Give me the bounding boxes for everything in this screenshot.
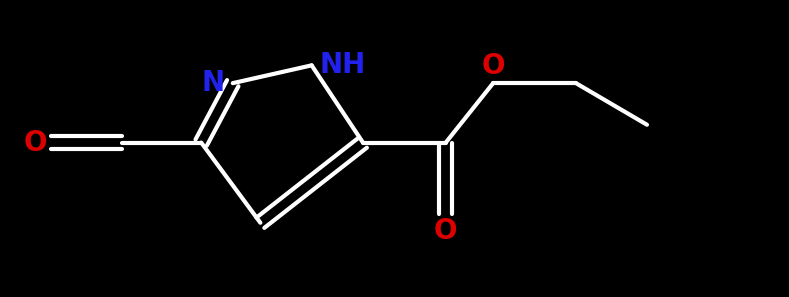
Text: O: O (434, 217, 458, 245)
Text: O: O (481, 52, 505, 80)
Text: N: N (202, 69, 225, 97)
Text: NH: NH (320, 51, 366, 79)
Text: O: O (24, 129, 47, 157)
